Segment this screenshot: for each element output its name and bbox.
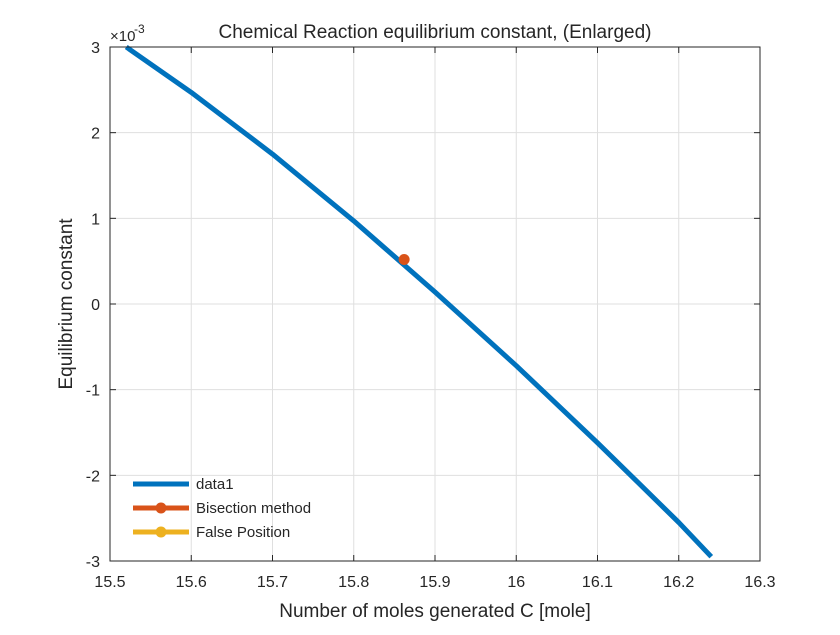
legend-label-2: False Position [196, 524, 290, 541]
series-line-0 [124, 44, 714, 559]
series-point-1 [398, 253, 410, 265]
legend-label-0: data1 [196, 476, 234, 493]
y-axis-label: Equilibrium constant [56, 218, 77, 390]
chart-title: Chemical Reaction equilibrium constant, … [219, 22, 652, 43]
legend-marker-1 [155, 502, 167, 514]
legend-label-1: Bisection method [196, 500, 311, 517]
legend: data1 Bisection method False Position [133, 476, 311, 541]
x-tick-label: 15.9 [419, 574, 450, 591]
y-exponent-prefix: ×10 [110, 28, 135, 45]
y-tick-label: -3 [86, 554, 100, 571]
y-tick-label: 3 [91, 40, 100, 57]
x-tick-label: 16.3 [744, 574, 775, 591]
x-tick-label: 16.2 [663, 574, 694, 591]
x-axis-label: Number of moles generated C [mole] [279, 601, 591, 622]
series-layer [124, 44, 714, 559]
legend-marker-2 [155, 526, 167, 538]
x-tick-label: 16.1 [582, 574, 613, 591]
ticks: 15.5 15.6 15.7 15.8 15.9 16 16.1 16.2 16.3 -3 -2 -1… [86, 40, 776, 591]
x-tick-label: 15.6 [176, 574, 207, 591]
y-exponent-value: -3 [134, 22, 145, 36]
y-tick-label: 1 [91, 211, 100, 228]
y-tick-label: 2 [91, 126, 100, 143]
x-tick-label: 15.5 [94, 574, 125, 591]
y-tick-label: 0 [91, 297, 100, 314]
y-tick-label: -1 [86, 383, 100, 400]
y-tick-label: -2 [86, 468, 100, 485]
x-tick-label: 15.8 [338, 574, 369, 591]
x-tick-label: 16 [507, 574, 525, 591]
x-tick-label: 15.7 [257, 574, 288, 591]
